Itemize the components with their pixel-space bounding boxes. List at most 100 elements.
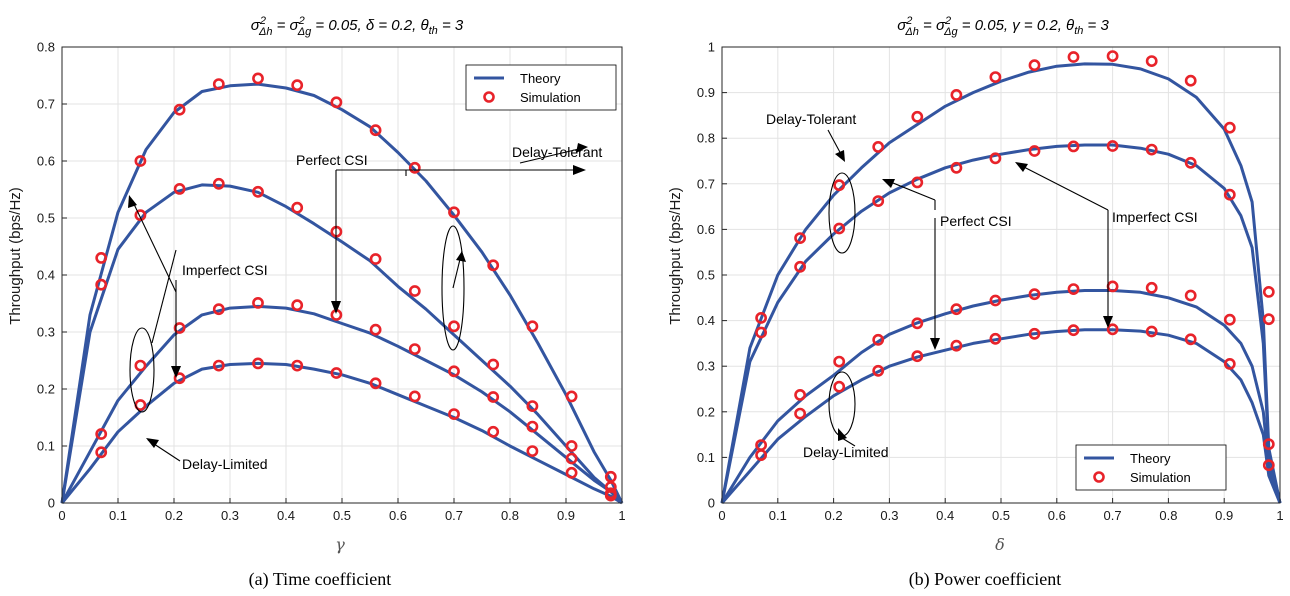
y-tick-label: 0.2 <box>697 404 715 419</box>
simulation-point <box>794 260 806 273</box>
x-tick-label: 0.5 <box>992 508 1010 523</box>
simulation-point <box>95 278 108 291</box>
simulation-point <box>989 71 1002 83</box>
legend-theory-label: Theory <box>1130 451 1171 466</box>
simulation-point <box>408 161 421 174</box>
theory-line-4 <box>60 361 623 505</box>
simulation-point <box>369 124 382 137</box>
simulation-point <box>1262 438 1275 451</box>
x-tick-label: 0.3 <box>221 508 239 523</box>
simulation-point <box>212 78 225 90</box>
simulation-point <box>487 425 500 438</box>
simulation-point <box>408 390 421 403</box>
arrowhead <box>128 195 137 208</box>
x-tick-label: 1 <box>618 508 625 523</box>
simulation-point <box>872 364 885 377</box>
caption-b: (b) Power coefficient <box>909 569 1062 590</box>
simulation-point <box>212 177 225 190</box>
simulation-point <box>448 206 460 219</box>
simulation-point <box>872 333 885 346</box>
y-tick-label: 0.1 <box>697 450 715 465</box>
simulation-point <box>95 446 108 459</box>
simulation-point <box>1223 188 1236 201</box>
annotation-imperfect-csi-b: Imperfect CSI <box>1112 209 1198 225</box>
arrowhead <box>835 150 845 162</box>
simulation-point <box>1028 288 1041 301</box>
simulation-point <box>487 391 500 403</box>
simulation-point <box>252 296 264 309</box>
simulation-point <box>989 294 1002 307</box>
simulation-point <box>134 155 147 167</box>
simulation-point <box>252 72 264 85</box>
arrowhead <box>573 165 586 175</box>
caption-a: (a) Time coefficient <box>249 569 392 590</box>
y-tick-label: 0.6 <box>697 222 715 237</box>
x-tick-label: 0.3 <box>880 508 898 523</box>
simulation-point <box>1184 74 1197 87</box>
chart-title-a: σ2 Δh = σ2 Δg = 0.05, δ = 0.2, θth = 3 <box>251 15 464 38</box>
simulation-point <box>755 449 767 461</box>
simulation-point <box>1184 289 1197 302</box>
legend-theory-label: Theory <box>520 71 561 86</box>
theory-line-2 <box>720 143 1282 504</box>
simulation-point <box>408 285 421 297</box>
simulation-point <box>95 251 108 264</box>
simulation-point <box>833 179 846 192</box>
simulation-point <box>408 343 421 355</box>
y-tick-label: 0.5 <box>37 211 55 226</box>
simulation-point <box>1067 324 1080 337</box>
arrowhead <box>146 438 159 448</box>
simulation-point <box>989 332 1002 345</box>
simulation-point <box>1028 327 1041 340</box>
simulation-point <box>1028 59 1041 72</box>
x-tick-label: 1 <box>1276 508 1283 523</box>
legend-simulation-label: Simulation <box>520 90 581 105</box>
simulation-point <box>134 209 147 222</box>
axes-frame <box>721 46 1281 504</box>
simulation-point <box>1145 281 1158 294</box>
legend-box <box>1075 444 1227 491</box>
x-tick-label: 0.2 <box>165 508 183 523</box>
x-tick-label: 0.9 <box>557 508 575 523</box>
legend-simulation-marker <box>1093 471 1105 483</box>
x-tick-label: 0.2 <box>825 508 843 523</box>
x-tick-label: 0.6 <box>389 508 407 523</box>
x-tick-label: 0.9 <box>1215 508 1233 523</box>
y-tick-label: 0.9 <box>697 85 715 100</box>
x-tick-label: 0.7 <box>445 508 463 523</box>
simulation-point <box>1106 323 1119 336</box>
simulation-point <box>526 445 539 457</box>
simulation-point <box>369 253 382 265</box>
simulation-point <box>911 317 924 330</box>
y-tick-label: 1 <box>708 40 715 55</box>
annotation-perfect-csi-b: Perfect CSI <box>940 213 1012 229</box>
simulation-point <box>950 339 963 352</box>
simulation-point <box>1106 50 1119 62</box>
theory-line-1 <box>720 62 1282 504</box>
simulation-point <box>369 377 382 390</box>
simulation-point <box>794 232 806 244</box>
simulation-point <box>604 489 617 502</box>
x-tick-label: 0.7 <box>1104 508 1122 523</box>
x-tick-label: 0 <box>58 508 65 523</box>
simulation-point <box>252 357 264 370</box>
simulation-point <box>173 103 186 116</box>
simulation-point <box>330 367 343 379</box>
simulation-point <box>173 322 186 334</box>
arrow-line <box>519 147 584 164</box>
chart-panel-a: 0 0.1 0.2 0.3 0.4 0.5 0.6 0.7 0.8 0.9 1 0 0.1 0.2 0.3 0… <box>7 15 626 590</box>
simulation-point <box>794 388 806 401</box>
legend-a: Theory Simulation <box>465 64 617 111</box>
simulation-point <box>565 466 578 479</box>
grid-b <box>721 46 1281 504</box>
simulation-point <box>448 408 460 420</box>
simulation-point <box>950 161 963 174</box>
chart-panel-b: 0 0.1 0.2 0.3 0.4 0.5 0.6 0.7 0.8 0.9 1 0 0.1 0.2 0.3 0… <box>667 15 1284 590</box>
annotation-delay-tolerant-a: Delay-Tolerant <box>512 144 602 160</box>
simulation-point <box>330 96 343 109</box>
legend-box <box>465 64 617 111</box>
simulation-point <box>1223 357 1236 370</box>
simulation-point <box>911 350 924 363</box>
simulation-point <box>755 326 767 339</box>
